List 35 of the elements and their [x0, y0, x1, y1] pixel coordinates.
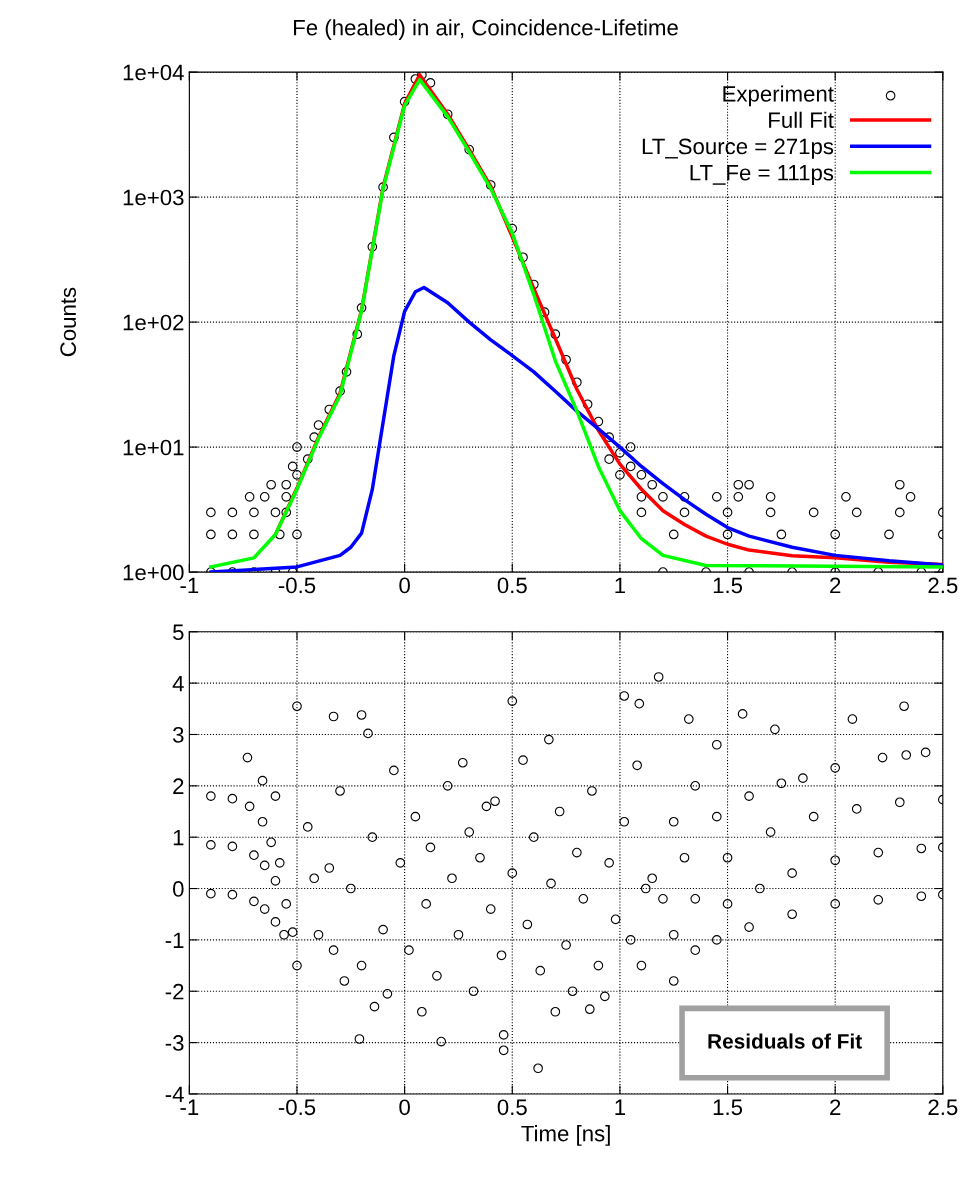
- x-tick-label: 2.5: [928, 577, 958, 594]
- chart-title: Fe (healed) in air, Coincidence-Lifetime: [294, 19, 678, 40]
- x-axis-title: Time [ns]: [521, 1125, 610, 1146]
- y-tick-label: 1e+02: [123, 314, 184, 331]
- y-tick-label: 1e+01: [123, 439, 184, 456]
- x-tick-label: 1.5: [713, 1099, 743, 1116]
- y-tick-label: 2: [173, 778, 184, 794]
- y-tick-label: -3: [165, 1035, 184, 1051]
- x-tick-label: 0.5: [497, 577, 527, 594]
- y-axis-title: Counts: [60, 287, 77, 357]
- annotation: Residuals of Fit: [708, 1033, 862, 1049]
- y-tick-label: 1e+04: [123, 64, 184, 81]
- x-tick-label: -0.5: [278, 1099, 316, 1116]
- y-tick-label: 0: [172, 881, 184, 897]
- legend-label: Full Fit: [769, 111, 834, 129]
- x-tick-label: 1: [615, 1099, 626, 1115]
- legend-label: LT_Source = 271ps: [642, 138, 834, 159]
- y-tick-label: 5: [173, 624, 184, 641]
- x-tick-label: 0.5: [497, 1099, 527, 1116]
- x-tick-label: 2.5: [928, 1099, 958, 1116]
- y-tick-label: -1: [165, 932, 184, 948]
- x-tick-label: 0: [399, 577, 410, 594]
- legend-label: LT_Fe = 111ps: [690, 165, 834, 185]
- y-tick-label: -2: [165, 983, 184, 1000]
- y-tick-label: 4: [172, 675, 184, 692]
- legend-label: Experiment: [723, 85, 834, 107]
- x-tick-label: 2: [830, 1099, 841, 1115]
- x-tick-label: 1: [615, 577, 626, 594]
- x-tick-label: 0: [399, 1099, 410, 1116]
- x-tick-label: 1.5: [713, 577, 743, 594]
- y-tick-label: 3: [172, 727, 184, 743]
- y-tick-label: 1: [173, 829, 184, 846]
- x-tick-label: 2: [830, 577, 841, 594]
- y-tick-label: 1e+03: [123, 189, 184, 206]
- x-tick-label: -0.5: [278, 577, 316, 594]
